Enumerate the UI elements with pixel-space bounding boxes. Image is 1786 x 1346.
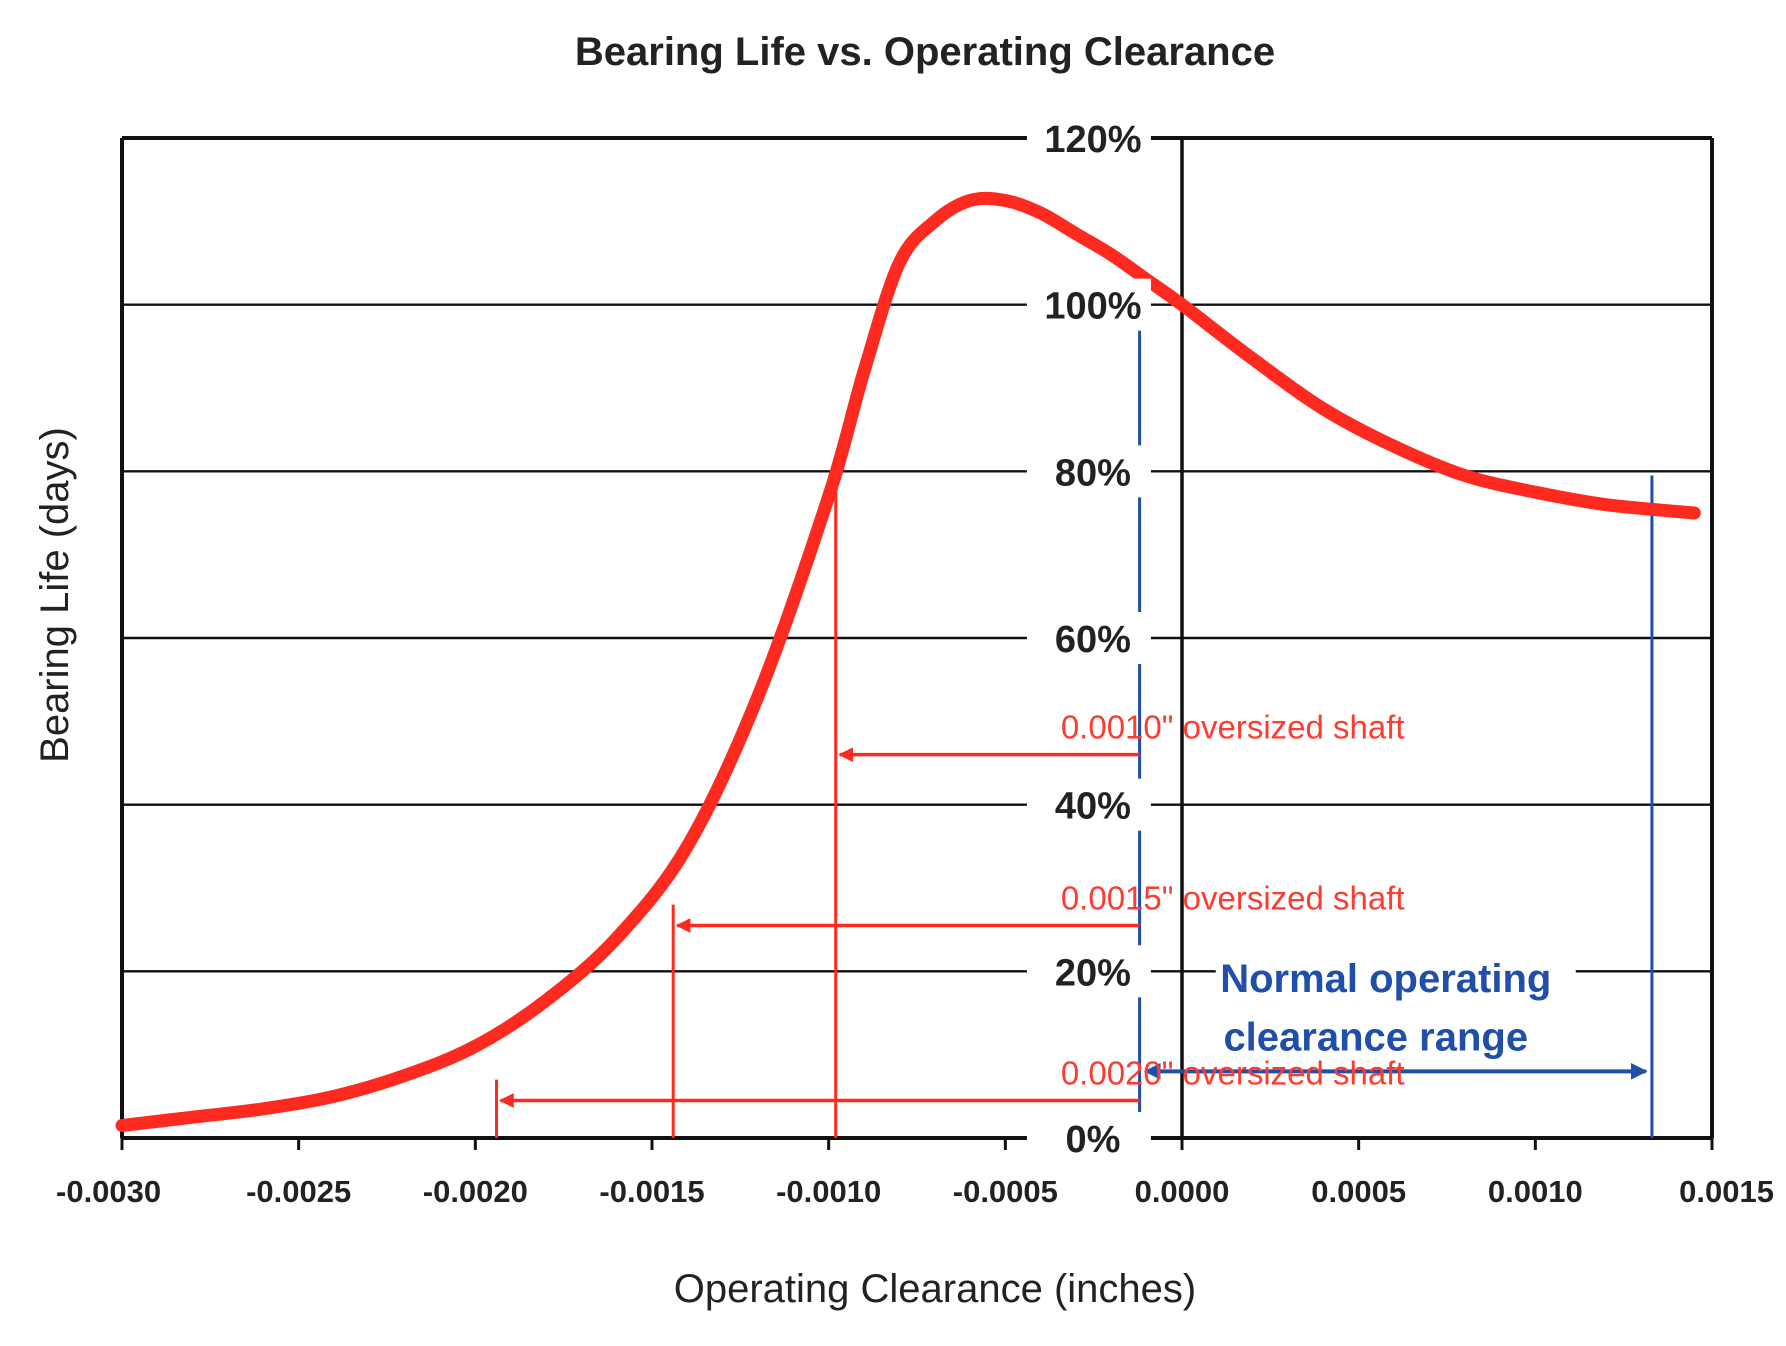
x-tick-label-5: -0.0005 — [953, 1174, 1058, 1209]
y-tick-label-bg-4 — [1026, 445, 1151, 498]
y-tick-label-3: 60% — [1055, 619, 1131, 661]
annotation-labels: Normal operating clearance range 0.0010" o… — [1061, 709, 1552, 1092]
annotation-label-0: 0.0010" oversized shaft — [1061, 709, 1405, 746]
annotation-label-1: 0.0015" oversized shaft — [1061, 880, 1405, 917]
grid-lines — [122, 136, 1712, 973]
y-tick-label-bg-0 — [1026, 1112, 1151, 1164]
y-tick-label-bg-3 — [1026, 612, 1151, 664]
x-tick-label-1: -0.0025 — [246, 1174, 351, 1209]
y-tick-label-5: 100% — [1044, 286, 1141, 328]
x-tick-label-3: -0.0015 — [599, 1174, 704, 1209]
series-lines — [115, 191, 1701, 1132]
y-tick-label-1: 20% — [1055, 952, 1131, 994]
y-tick-label-bg-6 — [1026, 112, 1151, 164]
y-tick-label-4: 80% — [1055, 452, 1131, 494]
x-tick-label-2: -0.0020 — [423, 1174, 528, 1209]
x-tick-label-8: 0.0010 — [1488, 1174, 1583, 1209]
x-tick-label-7: 0.0005 — [1311, 1174, 1406, 1209]
y-tick-label-bg-5 — [1026, 278, 1151, 331]
normal-range-label-line1: Normal operating — [1220, 957, 1551, 1001]
y-tick-label-bg-2 — [1026, 778, 1151, 831]
annotation-lines — [495, 488, 1140, 1138]
y-tick-label-0: 0% — [1065, 1119, 1120, 1161]
normal-range-label-bg — [1215, 948, 1576, 1065]
x-tick-label-6: 0.0000 — [1135, 1174, 1230, 1209]
series-line-0 — [115, 191, 1701, 1132]
annotation-label-2: 0.0020" oversized shaft — [1061, 1055, 1405, 1092]
normal-range-label-line2: clearance range — [1223, 1016, 1528, 1060]
y-tick-labels: 0% 20% 40% 60% 80% 100% 120% — [1026, 112, 1151, 1164]
x-tick-label-0: -0.0030 — [56, 1174, 161, 1209]
x-axis-label: Operating Clearance (inches) — [674, 1267, 1196, 1311]
chart-title: Bearing Life vs. Operating Clearance — [575, 30, 1275, 74]
y-tick-label-6: 120% — [1044, 119, 1141, 161]
x-tick-label-4: -0.0010 — [776, 1174, 881, 1209]
y-axis-label: Bearing Life (days) — [33, 427, 77, 763]
x-tick-label-9: 0.0015 — [1679, 1174, 1774, 1209]
y-tick-label-2: 40% — [1055, 786, 1131, 828]
y-tick-label-bg-1 — [1026, 945, 1151, 998]
x-tick-labels: -0.0030 -0.0025 -0.0020 -0.0015 -0.0010 -0.00… — [56, 1174, 1774, 1209]
normal-range-markers — [1138, 304, 1654, 1138]
